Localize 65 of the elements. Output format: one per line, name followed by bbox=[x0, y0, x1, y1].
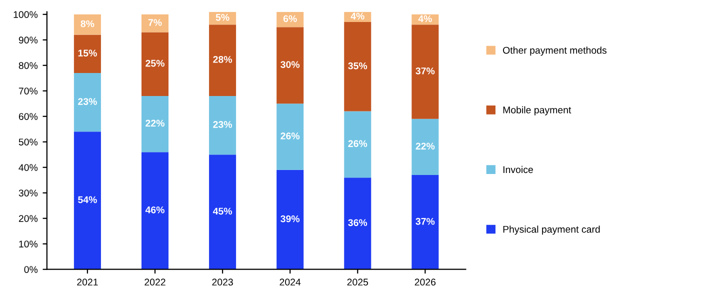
data-label: 46% bbox=[145, 206, 164, 214]
bar bbox=[344, 178, 372, 270]
data-label: 54% bbox=[78, 196, 97, 204]
data-label: 6% bbox=[283, 15, 297, 22]
data-label: 22% bbox=[146, 120, 164, 127]
y-tick-label: 90% bbox=[18, 36, 38, 44]
y-tick-label: 70% bbox=[18, 88, 38, 94]
bar bbox=[74, 34, 101, 74]
bar bbox=[209, 154, 236, 270]
data-label: 39% bbox=[280, 215, 300, 222]
bar bbox=[141, 14, 169, 32]
data-label: 15% bbox=[78, 50, 97, 57]
data-label: 45% bbox=[212, 208, 232, 215]
data-label: 30% bbox=[280, 61, 300, 68]
bar bbox=[276, 170, 304, 270]
x-tick-label: 2026 bbox=[414, 278, 436, 286]
y-tick-label: 30% bbox=[18, 190, 38, 196]
x-tick-label: 2023 bbox=[212, 278, 233, 286]
data-label: 26% bbox=[348, 140, 368, 148]
x-tick-label: 2021 bbox=[77, 278, 98, 286]
bar bbox=[209, 96, 236, 155]
y-tick-label: 10% bbox=[19, 240, 38, 248]
bar bbox=[74, 73, 101, 132]
bar bbox=[141, 96, 169, 152]
data-label: 28% bbox=[213, 56, 232, 63]
data-label: 4% bbox=[350, 12, 364, 20]
bar bbox=[276, 27, 304, 104]
data-label: 26% bbox=[280, 132, 300, 140]
legend-label: Other payment methods bbox=[503, 46, 607, 56]
y-tick-label: 50% bbox=[18, 138, 38, 146]
data-label: 23% bbox=[78, 98, 97, 105]
bar bbox=[74, 14, 101, 35]
data-label: 37% bbox=[416, 67, 435, 74]
bar bbox=[344, 22, 372, 112]
data-label: 8% bbox=[80, 20, 94, 28]
legend-label: Invoice bbox=[503, 166, 533, 174]
data-label: 25% bbox=[146, 60, 164, 67]
bar bbox=[412, 118, 439, 176]
data-label: 4% bbox=[418, 15, 432, 22]
y-tick-label: 60% bbox=[18, 113, 38, 120]
bar bbox=[141, 152, 169, 270]
data-label: 36% bbox=[348, 219, 368, 226]
bar bbox=[412, 24, 439, 119]
data-label: 22% bbox=[416, 142, 435, 150]
legend-label: Mobile payment bbox=[503, 106, 572, 116]
bar bbox=[344, 111, 372, 178]
x-tick-label: 2024 bbox=[280, 278, 301, 286]
bar bbox=[74, 132, 101, 270]
x-tick-label: 2025 bbox=[347, 278, 368, 286]
y-tick-label: 20% bbox=[18, 215, 38, 222]
y-tick-label: 80% bbox=[18, 62, 38, 69]
x-tick-label: 2022 bbox=[144, 278, 166, 286]
data-label: 23% bbox=[213, 121, 232, 128]
y-tick-label: 0% bbox=[24, 266, 38, 273]
bar bbox=[412, 175, 439, 270]
bar bbox=[209, 24, 236, 96]
bar bbox=[141, 32, 169, 96]
legend-label: Physical payment card bbox=[503, 226, 600, 235]
data-label: 35% bbox=[348, 62, 368, 70]
data-label: 5% bbox=[216, 14, 230, 21]
y-tick-label: 40% bbox=[18, 164, 38, 171]
data-label: 37% bbox=[416, 218, 435, 225]
bar bbox=[276, 104, 304, 170]
data-label: 7% bbox=[148, 19, 162, 26]
y-tick-label: 100% bbox=[14, 11, 38, 18]
